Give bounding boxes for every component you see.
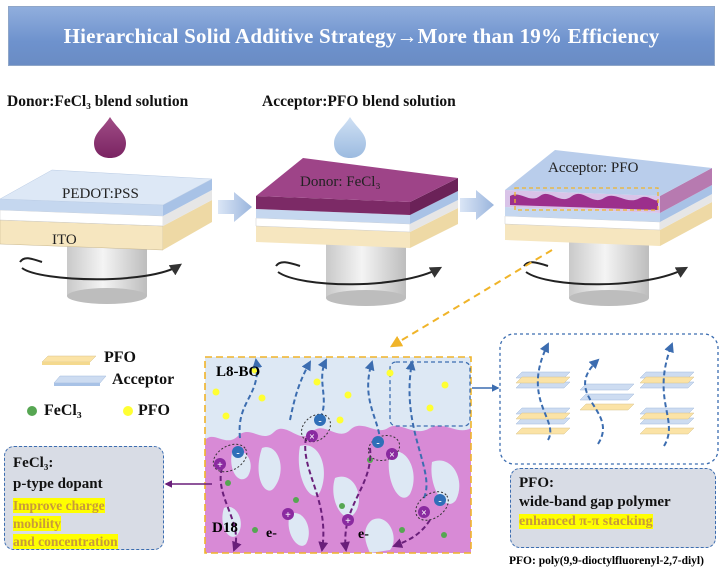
acceptor-layer-label: Acceptor: PFO [548,160,639,176]
donor-drop-icon [94,117,126,158]
fecl3-info-box: FeCl₃: p-type dopant Improve charge mobi… [4,446,164,550]
svg-text:×: × [309,432,315,443]
legend-pfo-dot-label: PFO [138,402,170,419]
substrate-2 [255,158,458,306]
stacking-panel [499,333,719,465]
pfo-box-title: PFO: [519,475,554,491]
legend-pfo-label: PFO [104,349,136,366]
pfo-dot-icon [123,406,133,416]
fecl3-box-title: FeCl₃: [13,455,54,471]
process-arrow-1 [218,192,252,222]
svg-text:×: × [421,508,427,519]
svg-text:-: - [438,496,441,507]
pfo-box-subtitle: wide-band gap polymer [519,494,671,510]
legend [27,355,133,416]
title-banner: Hierarchical Solid Additive Strategy→Mor… [8,6,715,66]
svg-text:-: - [236,448,239,459]
ito-label: ITO [52,232,77,248]
fecl3-box-highlight-2: and concentration [13,534,118,549]
process-arrow-2 [460,190,494,220]
substrate-1 [0,169,213,304]
electron-label-1: e- [266,526,277,541]
substrate-3 [504,150,712,306]
pedot-label: PEDOT:PSS [62,186,139,202]
morphology-panel: + - - × - × - × + + [204,356,472,554]
banner-title: Hierarchical Solid Additive Strategy→Mor… [63,23,660,48]
svg-text:+: + [345,516,351,527]
l8bo-label: L8-BO [216,364,261,380]
fecl3-dot-icon [27,406,37,416]
legend-acceptor-label: Acceptor [112,371,175,388]
donor-solution-label: Donor:FeCl₃ blend solution [7,93,189,110]
svg-text:-: - [318,416,321,427]
acceptor-drop-icon [334,117,366,158]
zoom-arrow [389,249,553,348]
d18-label: D18 [212,520,238,536]
fecl3-box-highlight-1: Improve charge mobility [13,498,105,531]
svg-text:+: + [217,460,223,471]
fecl3-box-subtitle: p-type dopant [13,476,103,492]
acceptor-solution-label: Acceptor:PFO blend solution [262,93,456,110]
svg-text:×: × [389,450,395,461]
pfo-info-box: PFO: wide-band gap polymer enhanced π-π … [510,468,716,548]
footnote: PFO: poly(9,9-dioctylfluorenyl-2,7-diyl) [509,555,704,567]
svg-text:-: - [376,438,379,449]
electron-label-2: e- [358,527,369,542]
svg-text:+: + [285,510,291,521]
donor-layer-label: Donor: FeCl₃ [300,174,381,190]
legend-fecl3-label: FeCl₃ [44,402,82,419]
pfo-box-highlight: enhanced π-π stacking [519,514,653,529]
